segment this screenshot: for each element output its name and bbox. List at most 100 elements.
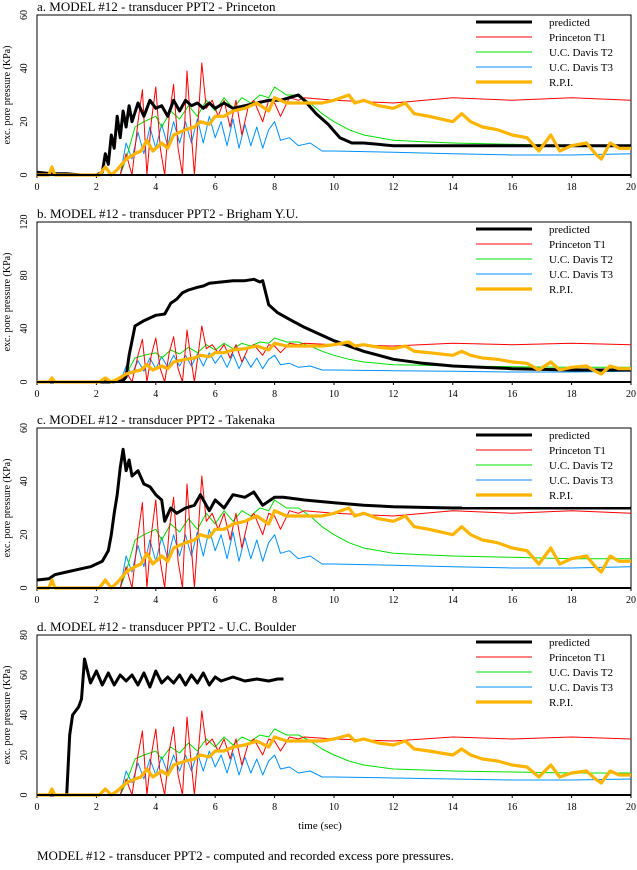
y-tick-label: 20	[19, 530, 30, 540]
chart-panel-c: c. MODEL #12 - transducer PPT2 - Takenak…	[2, 412, 636, 606]
y-tick-label: 20	[19, 117, 30, 127]
y-tick-label: 40	[19, 324, 30, 334]
legend: predicted Princeton T1 U.C. Davis T2 U.C. D…	[462, 636, 630, 714]
x-tick-label: 4	[153, 595, 158, 606]
x-tick-label: 10	[329, 389, 339, 400]
x-tick-label: 18	[567, 389, 577, 400]
x-tick-label: 20	[626, 802, 636, 813]
x-tick-label: 4	[153, 389, 158, 400]
x-tick-label: 20	[626, 389, 636, 400]
x-tick-label: 16	[507, 802, 517, 813]
y-tick-label: 40	[19, 710, 30, 720]
x-tick-label: 6	[213, 802, 218, 813]
legend-label: Princeton T1	[549, 32, 606, 44]
legend-label: R.P.I.	[549, 77, 573, 89]
series-line-predicted	[36, 447, 631, 582]
series-line-r-p-i	[37, 93, 631, 177]
x-tick-label: 8	[272, 389, 277, 400]
x-tick-label: 10	[329, 595, 339, 606]
y-tick-label: 0	[19, 380, 30, 385]
x-tick-label: 18	[567, 182, 577, 193]
y-tick-label: 0	[19, 173, 30, 178]
x-tick-label: 4	[153, 802, 158, 813]
legend-label: R.P.I.	[549, 697, 573, 709]
y-tick-label: 20	[19, 750, 30, 760]
x-tick-label: 16	[507, 595, 517, 606]
legend-label: U.C. Davis T3	[549, 475, 613, 487]
panel-title: b. MODEL #12 - transducer PPT2 - Brigham…	[37, 206, 298, 221]
series-line-predicted	[37, 657, 284, 797]
x-tick-label: 14	[448, 182, 458, 193]
legend-label: R.P.I.	[549, 490, 573, 502]
chart-panel-b: b. MODEL #12 - transducer PPT2 - Brigham…	[2, 206, 636, 400]
x-tick-label: 16	[507, 389, 517, 400]
x-tick-label: 0	[35, 182, 40, 193]
x-tick-label: 6	[213, 389, 218, 400]
series-line-r-p-i	[37, 506, 631, 590]
x-axis-label: time (sec)	[298, 820, 342, 832]
y-tick-label: 40	[19, 476, 30, 486]
x-tick-label: 18	[567, 595, 577, 606]
x-tick-label: 12	[388, 182, 398, 193]
x-tick-label: 18	[567, 802, 577, 813]
legend-label: predicted	[549, 224, 590, 236]
legend-label: U.C. Davis T3	[549, 269, 613, 281]
y-tick-label: 0	[19, 586, 30, 591]
x-tick-label: 20	[626, 182, 636, 193]
figure-caption: MODEL #12 - transducer PPT2 - computed a…	[37, 848, 454, 863]
series-line-princeton-t1	[37, 710, 632, 796]
legend: predicted Princeton T1 U.C. Davis T2 U.C. D…	[462, 16, 630, 94]
x-tick-label: 8	[272, 802, 277, 813]
y-axis-label: exc. pore pressure (KPa)	[2, 253, 13, 352]
x-tick-label: 12	[388, 595, 398, 606]
x-tick-label: 12	[388, 802, 398, 813]
x-tick-label: 20	[626, 595, 636, 606]
series-line-predicted	[37, 277, 631, 384]
y-tick-label: 120	[19, 215, 30, 230]
y-tick-label: 60	[19, 423, 30, 433]
x-tick-label: 16	[507, 182, 517, 193]
x-tick-label: 2	[94, 389, 99, 400]
legend-label: Princeton T1	[549, 652, 606, 664]
legend-label: U.C. Davis T2	[549, 667, 613, 679]
x-tick-label: 6	[213, 595, 218, 606]
series-line-predicted	[36, 93, 631, 177]
x-tick-label: 0	[35, 389, 40, 400]
x-tick-label: 4	[153, 182, 158, 193]
legend: predicted Princeton T1 U.C. Davis T2 U.C. D…	[462, 223, 630, 301]
y-tick-label: 60	[19, 10, 30, 20]
legend-label: U.C. Davis T2	[549, 460, 613, 472]
y-tick-label: 60	[19, 670, 30, 680]
chart-panel-a: a. MODEL #12 - transducer PPT2 - Princet…	[2, 0, 636, 193]
legend-label: predicted	[549, 430, 590, 442]
x-tick-label: 0	[35, 595, 40, 606]
x-tick-label: 2	[94, 182, 99, 193]
x-tick-label: 12	[388, 389, 398, 400]
y-tick-label: 40	[19, 63, 30, 73]
x-tick-label: 14	[448, 595, 458, 606]
series-line-r-p-i	[37, 340, 631, 384]
y-axis-label: exc. pore pressure (KPa)	[2, 459, 13, 558]
y-axis-label: exc. pore pressure (KPa)	[2, 666, 13, 765]
panel-title: c. MODEL #12 - transducer PPT2 - Takenak…	[37, 412, 275, 427]
x-tick-label: 8	[272, 182, 277, 193]
series-line-r-p-i	[37, 733, 631, 797]
legend-label: predicted	[549, 637, 590, 649]
x-tick-label: 10	[329, 182, 339, 193]
y-tick-label: 0	[19, 793, 30, 798]
x-tick-label: 6	[213, 182, 218, 193]
series-line-u-c-davis-t3	[37, 750, 632, 796]
series-line-u-c-davis-t3	[37, 352, 632, 383]
legend-label: U.C. Davis T3	[549, 682, 613, 694]
legend-label: U.C. Davis T2	[549, 254, 613, 266]
chart-panel-d: d. MODEL #12 - transducer PPT2 - U.C. Bo…	[2, 619, 636, 813]
x-tick-label: 10	[329, 802, 339, 813]
x-tick-label: 2	[94, 802, 99, 813]
legend-label: Princeton T1	[549, 445, 606, 457]
legend-label: U.C. Davis T2	[549, 47, 613, 59]
x-tick-label: 8	[272, 595, 277, 606]
x-tick-label: 14	[448, 389, 458, 400]
series-line-princeton-t1	[37, 475, 632, 589]
y-tick-label: 80	[19, 270, 30, 280]
